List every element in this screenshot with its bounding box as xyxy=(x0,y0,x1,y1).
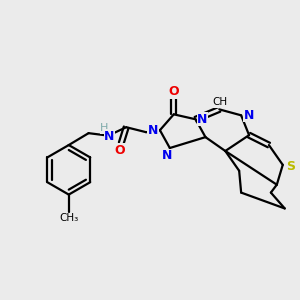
Text: CH₃: CH₃ xyxy=(59,213,78,224)
Text: N: N xyxy=(244,109,254,122)
Text: N: N xyxy=(197,113,208,126)
Text: N: N xyxy=(148,124,158,137)
Text: H: H xyxy=(100,123,109,133)
Text: CH: CH xyxy=(213,98,228,107)
Text: N: N xyxy=(104,130,115,142)
Text: O: O xyxy=(169,85,179,98)
Text: S: S xyxy=(286,160,295,173)
Text: N: N xyxy=(162,149,172,162)
Text: O: O xyxy=(114,143,124,157)
